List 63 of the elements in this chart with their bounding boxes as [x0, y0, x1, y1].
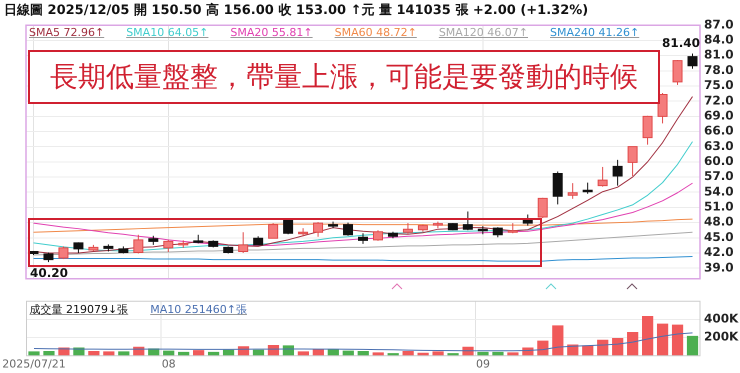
text: SMA120 46.07↑: [438, 26, 528, 40]
bar: [342, 350, 354, 356]
bar: [537, 340, 548, 356]
y-tick-label: 54.0: [704, 184, 734, 198]
bar: [118, 351, 130, 356]
y-tick-label: 42.0: [704, 245, 734, 260]
bar: [178, 352, 190, 356]
bar: [672, 324, 684, 356]
x-tick-label: 08: [162, 357, 176, 370]
y-tick-label: 81.0: [704, 48, 734, 62]
bar: [656, 324, 668, 356]
y-tick-label: 87.0: [704, 17, 734, 32]
bar: [103, 351, 114, 356]
text: SMA20 55.81↑: [230, 26, 313, 40]
y-tick-label: 57.0: [704, 169, 734, 184]
y-tick-label: 48.0: [704, 214, 734, 229]
bar: [328, 349, 339, 356]
x-tick-label: 2025/07/21: [2, 357, 66, 370]
y-tick-label: 63.0: [704, 138, 734, 153]
text: SMA60 48.72↑: [334, 26, 417, 40]
y-tick-label: 66.0: [704, 124, 734, 138]
bar: [358, 350, 369, 356]
y-tick-label: 60.0: [704, 154, 734, 168]
annotation: 81.40: [662, 36, 700, 50]
bar: [552, 325, 564, 356]
y-tick-label: 45.0: [704, 230, 734, 244]
y-tick-label: 72.0: [704, 93, 734, 108]
bar: [163, 350, 174, 356]
bar: [402, 350, 414, 356]
text: SMA5 72.96↑: [29, 26, 104, 40]
bar: [312, 349, 324, 356]
y-tick-label: 400K: [704, 312, 740, 326]
text: 成交量 219079↓張: [30, 302, 128, 318]
bar: [432, 351, 444, 356]
bar: [43, 350, 55, 356]
text: SMA240 41.26↑: [550, 26, 640, 40]
bar: [597, 340, 608, 356]
bar: [88, 350, 100, 356]
bar: [686, 336, 698, 356]
bar: [612, 338, 624, 356]
y-tick-label: 78.0: [704, 62, 734, 77]
bar: [447, 353, 459, 356]
text: SMA10 64.05↑: [126, 26, 208, 40]
annotation: 長期低量盤整，帶量上漲，可能是要發動的時候: [28, 50, 660, 104]
y-tick-label: 51.0: [704, 200, 734, 214]
bar: [28, 351, 40, 356]
bar: [627, 332, 638, 356]
bar: [582, 345, 594, 356]
y-tick-label: 84.0: [704, 32, 734, 47]
text: MA10 251460↑張: [150, 302, 247, 318]
bar: [388, 353, 399, 356]
x-tick-label: 09: [476, 357, 490, 370]
bar: [252, 350, 264, 356]
bar: [642, 316, 654, 356]
y-tick-label: 75.0: [704, 78, 734, 92]
y-tick-label: 39.0: [704, 260, 734, 274]
y-tick-label: 69.0: [704, 108, 734, 122]
annotation: 40.20: [30, 266, 68, 280]
y-tick-label: 200K: [704, 330, 740, 344]
chart-title: 日線圖 2025/12/05 開 150.50 高 156.00 收 153.00 ↑元 量 141035 張 +2.00 (+1.32%): [4, 2, 588, 19]
bar: [567, 344, 578, 356]
bar: [193, 350, 204, 356]
bar: [298, 351, 309, 356]
